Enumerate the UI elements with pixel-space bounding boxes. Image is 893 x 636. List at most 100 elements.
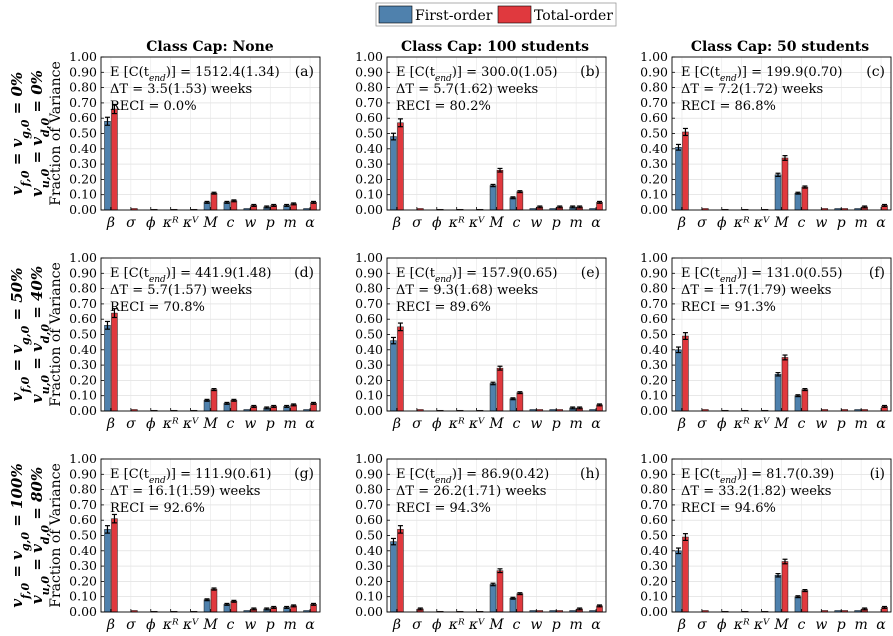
y-tick-label: 0.00 — [69, 202, 97, 217]
legend-label-first-order: First-order — [415, 8, 493, 24]
expected-cases-text: E [C(tend)] = 111.9(0.61) — [110, 467, 271, 486]
x-tick-label: w — [244, 215, 256, 231]
error-bar — [311, 200, 317, 204]
error-bar — [802, 185, 808, 189]
error-bar — [390, 132, 396, 141]
bar-first-order — [774, 575, 782, 613]
error-bar — [231, 599, 237, 603]
x-tick-label: m — [854, 215, 867, 231]
bar-total-order — [397, 326, 404, 412]
x-tick-label: σ — [412, 215, 422, 231]
error-bar — [537, 205, 543, 209]
expected-cases-text: E [C(tend)] = 81.7(0.39) — [681, 467, 834, 486]
panel-annotation: E [C(tend)] = 86.9(0.42)ΔT = 26.2(1.71) … — [396, 466, 600, 516]
x-tick-label: p — [266, 215, 275, 231]
panel-d: 0.000.100.200.300.400.500.600.700.800.90… — [69, 250, 321, 432]
expected-cases-text: E [C(tend)] = 157.9(0.65) — [396, 266, 557, 285]
y-tick-label: 0.70 — [355, 296, 383, 311]
x-tick-label: w — [815, 617, 827, 633]
row-label-line2: vu,0 = vd,0 = 80% — [28, 467, 52, 604]
x-tick-label: c — [797, 617, 805, 633]
y-tick-label: 0.70 — [640, 296, 668, 311]
error-bar — [682, 127, 688, 137]
bar-total-order — [210, 389, 218, 412]
bar-total-order — [496, 570, 504, 613]
expected-cases-text: E [C(tend)] = 300.0(1.05) — [396, 65, 557, 84]
y-tick-label: 0.30 — [69, 558, 97, 573]
y-tick-label: 1.00 — [640, 451, 668, 466]
y-tick-label: 1.00 — [69, 49, 97, 64]
error-bar — [397, 118, 403, 128]
error-bar — [204, 398, 210, 402]
panel-tag: (e) — [581, 265, 600, 281]
error-bar — [211, 388, 217, 392]
y-tick-label: 0.10 — [355, 187, 383, 202]
x-tick-label: κᴿ — [733, 215, 750, 231]
bar-total-order — [111, 312, 118, 412]
y-tick-label: 0.60 — [640, 110, 668, 125]
y-tick-label: 0.20 — [355, 573, 383, 588]
error-bar — [291, 604, 297, 608]
x-tick-label: β — [677, 215, 686, 231]
y-tick-label: 0.70 — [640, 497, 668, 512]
legend-swatch-total-order — [497, 5, 532, 24]
legend-label-total-order: Total-order — [534, 8, 613, 24]
error-bar — [264, 607, 270, 611]
x-tick-label: p — [552, 416, 561, 432]
error-bar — [862, 205, 868, 209]
y-tick-label: 0.50 — [355, 126, 383, 141]
x-tick-label: σ — [126, 416, 136, 432]
panel-e: 0.000.100.200.300.400.500.600.700.800.90… — [355, 250, 607, 432]
panel-annotation: E [C(tend)] = 1512.4(1.34)ΔT = 3.5(1.53)… — [110, 64, 314, 114]
error-bar — [251, 607, 257, 611]
row-label-line2: vu,0 = vd,0 = 0% — [28, 70, 52, 197]
reci-text: RECI = 89.6% — [396, 300, 491, 315]
y-tick-label: 0.90 — [355, 265, 383, 280]
x-tick-label: β — [677, 617, 686, 633]
x-tick-label: m — [283, 617, 296, 633]
y-tick-label: 0.40 — [69, 342, 97, 357]
bar-first-order — [489, 584, 497, 613]
y-tick-label: 0.30 — [355, 156, 383, 171]
y-tick-label: 1.00 — [355, 49, 383, 64]
error-bar — [577, 406, 583, 410]
bar-first-order — [104, 325, 111, 412]
x-tick-label: κᴿ — [733, 416, 750, 432]
y-tick-label: 0.60 — [355, 311, 383, 326]
error-bar — [111, 103, 117, 115]
x-tick-label: σ — [126, 617, 136, 633]
row-label-line1: vf,0 = vg,0 = 100% — [8, 463, 32, 607]
error-bar — [775, 372, 781, 377]
error-bar — [882, 404, 888, 408]
y-tick-label: 0.20 — [355, 372, 383, 387]
bar-total-order — [230, 601, 238, 613]
x-tick-label: κᴿ — [448, 215, 465, 231]
bar-total-order — [516, 191, 524, 211]
legend: First-order Total-order — [375, 2, 617, 27]
error-bar — [570, 205, 576, 209]
x-tick-label: ϕ — [717, 617, 727, 633]
x-tick-label: κⱽ — [753, 617, 771, 633]
y-tick-label: 0.80 — [355, 482, 383, 497]
error-bar — [510, 596, 516, 600]
y-tick-label: 0.60 — [355, 512, 383, 527]
error-bar — [311, 602, 317, 606]
x-tick-label: M — [773, 215, 789, 231]
panel-annotation: E [C(tend)] = 199.9(0.70)ΔT = 7.2(1.72) … — [681, 64, 885, 114]
x-tick-label: M — [773, 416, 789, 432]
x-tick-label: β — [392, 617, 401, 633]
bar-total-order — [682, 131, 689, 211]
delta-t-text: ΔT = 33.2(1.82) weeks — [681, 484, 831, 499]
y-tick-label: 1.00 — [640, 49, 668, 64]
x-tick-label: σ — [697, 416, 707, 432]
panel-tag: (f) — [869, 265, 885, 281]
bar-total-order — [111, 108, 118, 211]
y-tick-label: 0.50 — [640, 126, 668, 141]
expected-cases-text: E [C(tend)] = 441.9(1.48) — [110, 266, 271, 285]
panel-tag: (i) — [870, 466, 885, 482]
error-bar — [775, 573, 781, 578]
y-tick-label: 0.40 — [640, 141, 668, 156]
error-bar — [224, 200, 230, 204]
reci-text: RECI = 94.3% — [396, 501, 491, 516]
bar-total-order — [397, 529, 404, 613]
